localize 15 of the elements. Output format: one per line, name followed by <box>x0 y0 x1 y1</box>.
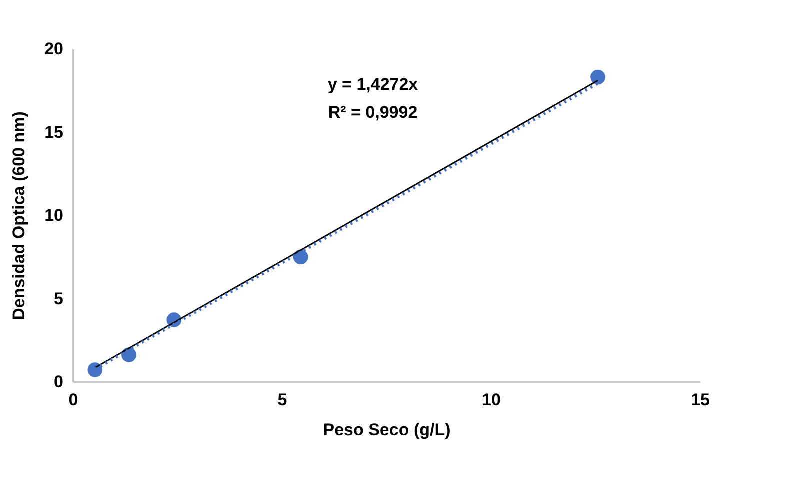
point <box>590 70 606 85</box>
annotation: R² = 0,9992 <box>328 103 418 122</box>
annotation: y = 1,4272x <box>328 75 419 94</box>
x-tick-label: 15 <box>691 390 710 410</box>
y-tick-label: 0 <box>54 372 64 392</box>
y-tick-label: 20 <box>44 40 64 58</box>
x-tick-label: 0 <box>68 390 78 410</box>
y-tick-label: 15 <box>44 122 64 142</box>
y-tick-label: 5 <box>54 289 64 308</box>
y-tick-label: 10 <box>44 206 64 225</box>
x-axis-title: Peso Seco (g/L) <box>323 420 451 440</box>
x-tick-label: 5 <box>278 390 288 410</box>
y-axis-title: Densidad Optica (600 nm) <box>10 112 29 320</box>
point <box>88 362 103 378</box>
x-tick-label: 10 <box>482 390 501 410</box>
